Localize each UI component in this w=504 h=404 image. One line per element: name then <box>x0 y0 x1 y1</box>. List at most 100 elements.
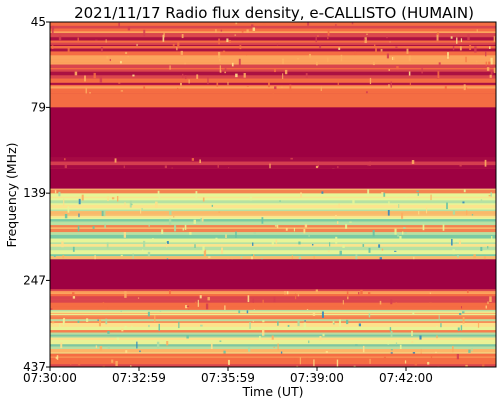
frequency-stripe <box>50 315 496 317</box>
time-speckle <box>132 74 135 77</box>
frequency-stripe <box>50 319 496 322</box>
time-speckle <box>456 353 459 360</box>
time-speckle <box>488 194 491 197</box>
frequency-stripe <box>50 217 496 220</box>
frequency-stripe <box>50 332 496 335</box>
frequency-stripe <box>50 28 496 32</box>
time-speckle <box>468 349 471 353</box>
frequency-stripe <box>50 309 496 312</box>
time-speckle <box>238 310 241 314</box>
time-speckle <box>115 360 118 366</box>
time-speckle <box>390 349 393 351</box>
time-speckle <box>485 51 487 57</box>
time-speckle <box>300 192 302 198</box>
time-speckle <box>186 305 190 308</box>
time-speckle <box>195 191 198 199</box>
time-speckle <box>304 320 306 322</box>
y-axis-label: Frequency (MHz) <box>4 142 19 247</box>
time-speckle <box>340 54 343 62</box>
x-tick-label: 07:32:59 <box>112 371 166 385</box>
time-speckle <box>224 305 226 312</box>
time-speckle <box>124 202 126 206</box>
time-speckle <box>367 189 370 196</box>
time-speckle <box>170 324 173 327</box>
time-speckle <box>327 57 329 62</box>
time-speckle <box>224 71 226 74</box>
time-speckle <box>450 36 453 39</box>
time-speckle <box>280 86 283 88</box>
time-speckle <box>388 201 390 206</box>
time-speckle <box>390 330 393 338</box>
time-speckle <box>78 213 80 218</box>
frequency-stripe <box>50 196 496 199</box>
time-speckle <box>273 296 276 303</box>
time-speckle <box>279 200 281 202</box>
time-speckle <box>362 244 365 247</box>
band-fill <box>50 168 496 189</box>
time-speckle <box>268 80 270 88</box>
time-speckle <box>188 79 190 84</box>
time-speckle <box>363 38 366 41</box>
band-2 <box>50 107 496 158</box>
time-speckle <box>347 294 349 300</box>
time-speckle <box>105 318 108 325</box>
time-speckle <box>404 231 407 234</box>
time-speckle <box>234 34 237 36</box>
time-speckle <box>480 199 483 201</box>
frequency-stripe <box>50 234 496 239</box>
frequency-stripe <box>50 189 496 194</box>
time-speckle <box>332 321 335 324</box>
time-speckle <box>139 350 141 353</box>
time-speckle <box>455 242 458 244</box>
time-speckle <box>72 246 75 252</box>
frequency-stripe <box>50 44 496 47</box>
time-speckle <box>159 310 162 312</box>
time-speckle <box>261 329 265 336</box>
time-speckle <box>427 361 430 365</box>
frequency-stripe <box>50 22 496 26</box>
frequency-stripe <box>50 35 496 38</box>
time-speckle <box>67 46 70 54</box>
frequency-stripe <box>50 198 496 201</box>
time-speckle <box>335 23 337 26</box>
time-speckle <box>414 361 418 366</box>
time-speckle <box>297 294 300 297</box>
frequency-stripe <box>50 219 496 222</box>
time-speckle <box>240 256 243 259</box>
time-speckle <box>320 86 322 92</box>
time-speckle <box>223 350 226 354</box>
time-speckle <box>467 33 470 40</box>
time-speckle <box>372 61 375 66</box>
time-speckle <box>118 22 120 28</box>
frequency-stripe <box>50 296 496 300</box>
time-speckle <box>274 86 277 90</box>
frequency-stripe <box>50 238 496 243</box>
time-speckle <box>298 241 301 245</box>
time-speckle <box>58 35 62 41</box>
time-speckle <box>84 75 86 82</box>
time-speckle <box>440 323 442 328</box>
time-speckle <box>388 84 390 88</box>
time-speckle <box>483 256 486 260</box>
time-speckle <box>458 240 461 246</box>
time-speckle <box>345 224 348 229</box>
time-speckle <box>219 65 221 73</box>
x-tick-label: 07:39:00 <box>290 371 344 385</box>
time-speckle <box>490 192 492 197</box>
time-speckle <box>246 85 249 87</box>
time-speckle <box>485 305 487 309</box>
time-speckle <box>216 79 219 87</box>
frequency-stripe <box>50 33 496 36</box>
frequency-stripe <box>50 299 496 303</box>
time-speckle <box>493 67 496 74</box>
time-speckle <box>215 237 218 240</box>
band-fill <box>50 259 496 290</box>
time-speckle <box>252 320 254 323</box>
time-speckle <box>395 302 397 306</box>
frequency-stripe <box>50 88 496 92</box>
time-speckle <box>489 296 492 303</box>
time-speckle <box>181 34 184 39</box>
frequency-stripe <box>50 227 496 229</box>
time-speckle <box>62 255 65 259</box>
frequency-stripe <box>50 256 496 260</box>
